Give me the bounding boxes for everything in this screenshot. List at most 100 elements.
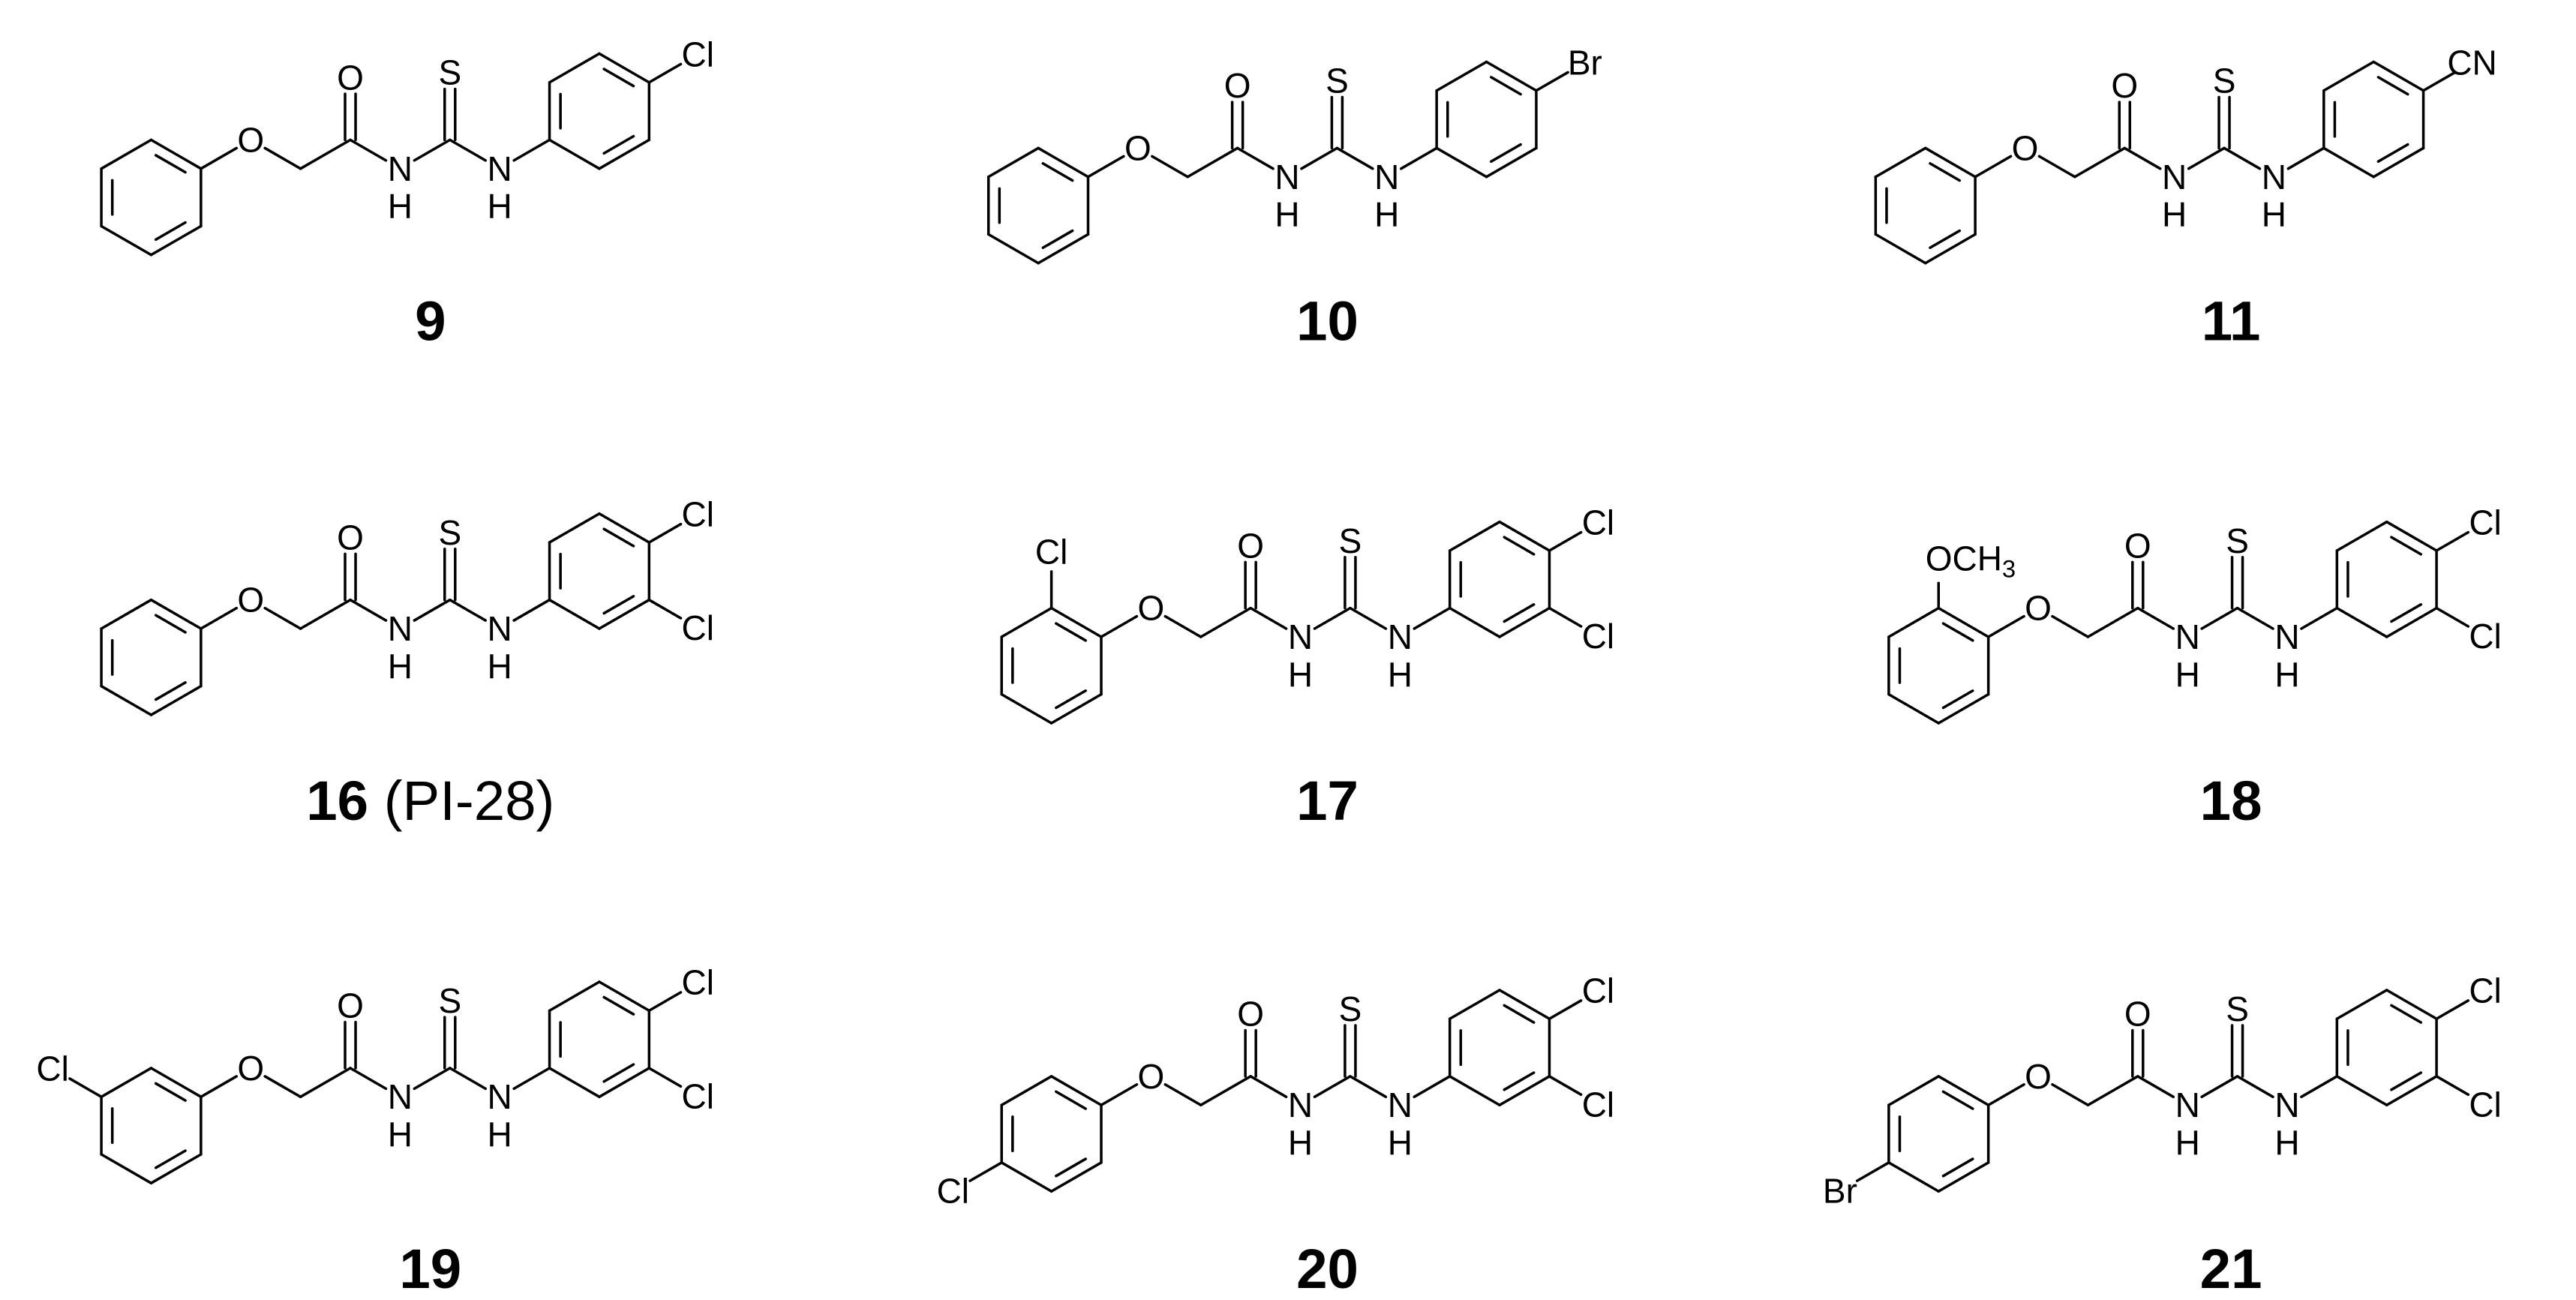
substituent-label: Cl	[1582, 503, 1614, 542]
bond	[299, 598, 352, 630]
bond	[1413, 1075, 1452, 1098]
bond	[1548, 999, 1583, 1020]
bond	[647, 62, 683, 84]
bond	[1313, 606, 1352, 630]
bond	[100, 138, 153, 170]
bond	[1037, 233, 1090, 265]
bond	[1349, 606, 1388, 630]
substituent-label: Cl	[2469, 971, 2501, 1010]
bond	[2372, 146, 2425, 179]
atom-label: N	[2274, 617, 2299, 656]
bond	[2421, 71, 2457, 92]
bond	[1448, 520, 1501, 552]
bond	[1937, 692, 1990, 725]
substituent-label: OCH3	[1926, 539, 2016, 582]
bond	[2223, 146, 2262, 170]
atom-label: S	[2226, 989, 2249, 1028]
atom-label: N	[388, 1077, 413, 1116]
atom-label: N	[1388, 617, 1413, 656]
bond	[149, 138, 203, 170]
atom-label: H	[1374, 195, 1399, 234]
bond	[1937, 1075, 1990, 1106]
bond	[2200, 606, 2239, 630]
bond	[2200, 1075, 2239, 1098]
atom-label: O	[2025, 589, 2052, 628]
bond	[1000, 692, 1053, 725]
bond	[154, 154, 187, 174]
bond	[1235, 146, 1274, 170]
compound-note: (PI-28)	[384, 769, 555, 831]
bond	[1199, 606, 1252, 638]
bond	[512, 598, 551, 622]
atom-label: S	[438, 53, 461, 92]
atom-label: O	[2111, 66, 2138, 105]
bond	[1874, 146, 1927, 179]
bond	[2390, 1071, 2423, 1091]
atom-label: S	[2226, 521, 2249, 560]
compound-number: 17	[1296, 769, 1359, 831]
substituent-label: Cl	[1035, 533, 1067, 572]
bond	[2235, 606, 2274, 630]
atom-label: S	[438, 981, 461, 1020]
atom-label: N	[2175, 617, 2200, 656]
substituent-label: Cl	[682, 35, 714, 74]
bond	[100, 1153, 153, 1184]
bond	[1313, 1075, 1352, 1098]
bond	[1929, 229, 1962, 250]
bond	[149, 684, 203, 716]
bond	[1300, 146, 1339, 170]
bond	[1435, 146, 1488, 179]
compound-label: 16 (PI-28)	[306, 769, 554, 831]
substituent-label: Cl	[682, 495, 714, 534]
bond	[1400, 146, 1438, 170]
bond	[2385, 520, 2438, 552]
bond	[1049, 692, 1103, 725]
bond	[1941, 689, 1974, 710]
compound-label: 17	[1296, 769, 1359, 831]
atom-label: O	[1124, 128, 1151, 167]
atom-label: N	[1388, 1085, 1413, 1124]
compound-number: 21	[2200, 1238, 2262, 1300]
atom-label: O	[1138, 1057, 1165, 1096]
bond	[2300, 606, 2339, 630]
bond	[1548, 606, 1583, 628]
bond	[1503, 536, 1536, 556]
atom-label: N	[488, 1077, 512, 1116]
bond	[1490, 143, 1522, 164]
compound-label: 19	[399, 1238, 461, 1300]
bond	[1503, 603, 1536, 623]
bond	[1049, 1161, 1103, 1193]
bond	[2037, 155, 2076, 179]
substituent-label: Br	[1823, 1171, 1857, 1210]
bond	[512, 1067, 551, 1090]
atom-label: H	[2262, 195, 2286, 234]
bond	[1086, 155, 1125, 179]
atom-label: N	[488, 149, 512, 188]
atom-label: O	[2025, 1057, 2052, 1096]
atom-label: H	[1288, 655, 1313, 694]
substituent-label: Cl	[682, 1076, 714, 1115]
bond	[200, 1075, 239, 1098]
bond	[154, 1149, 187, 1169]
bond	[2235, 1075, 2274, 1098]
bond	[1335, 146, 1374, 170]
substituent-label: Cl	[682, 608, 714, 647]
atom-label: N	[2274, 1085, 2299, 1124]
bond	[1929, 162, 1962, 182]
atom-label: S	[438, 513, 461, 552]
bond	[100, 684, 153, 716]
bond	[2300, 1075, 2339, 1098]
atom-label: H	[1288, 1124, 1313, 1163]
atom-label: H	[2274, 655, 2299, 694]
atom-label: N	[1288, 617, 1313, 656]
bond	[2376, 143, 2409, 164]
bond	[2390, 536, 2423, 556]
bond	[1041, 162, 1074, 182]
atom-label: O	[237, 1049, 264, 1088]
bond	[2322, 60, 2375, 92]
bond	[986, 146, 1040, 179]
bond	[1503, 1004, 1536, 1024]
bond	[1163, 1083, 1202, 1106]
substituent-label: Cl	[682, 963, 714, 1002]
